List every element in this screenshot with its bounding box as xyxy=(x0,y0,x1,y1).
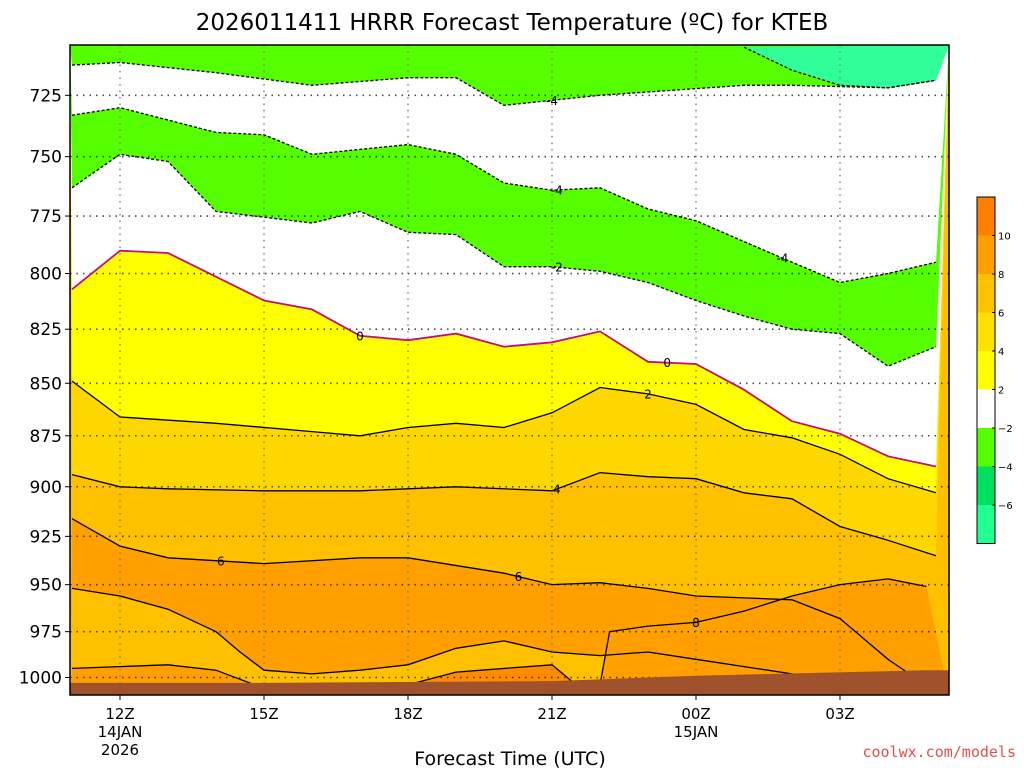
x-tick-sublabel: 14JAN xyxy=(98,723,143,741)
isotherm-line xyxy=(71,153,937,367)
isotherm-label: 8 xyxy=(692,616,700,630)
x-tick-sublabel: 2026 xyxy=(101,741,139,759)
y-tick-label: 825 xyxy=(30,320,62,340)
legend-label: 10 xyxy=(998,232,1011,243)
isotherm-line xyxy=(71,380,937,494)
legend-swatch xyxy=(977,505,995,544)
y-tick-label: 800 xyxy=(30,265,62,285)
isotherm-line xyxy=(71,249,937,468)
legend-swatch xyxy=(977,235,995,274)
isotherm-label: -2 xyxy=(551,261,563,275)
y-tick-label: 975 xyxy=(30,623,62,643)
legend-swatch xyxy=(977,197,995,236)
ground-fill xyxy=(70,670,949,695)
isotherm-label: 4 xyxy=(553,482,561,496)
x-tick-label: 21Z xyxy=(537,705,566,723)
isotherm-line xyxy=(71,61,937,106)
legend-label: 8 xyxy=(998,270,1004,281)
region-8-to-10-right xyxy=(600,578,949,695)
isotherm-label: -4 xyxy=(776,252,788,266)
x-tick-label: 18Z xyxy=(393,705,422,723)
isotherm-label: -4 xyxy=(546,94,558,108)
y-tick-label: 875 xyxy=(30,427,62,447)
legend-border xyxy=(976,196,996,544)
x-tick-sublabel: 15JAN xyxy=(674,723,719,741)
isotherm-label: 6 xyxy=(217,554,225,568)
chart-title: 2026011411 HRRR Forecast Temperature (ºC… xyxy=(196,10,829,36)
y-tick-label: 725 xyxy=(30,86,62,106)
y-tick-label: 900 xyxy=(30,478,62,498)
plot-frame xyxy=(69,44,950,696)
x-tick-label: 00Z xyxy=(681,705,710,723)
region-below-minus6 xyxy=(744,45,949,88)
y-tick-label: 775 xyxy=(30,207,62,227)
isotherm-labels: -4 -4 -2 0 0 2 4 6 6 8 -4 xyxy=(217,94,788,630)
legend-swatch xyxy=(977,466,995,505)
y-axis: 725 750 775 800 825 850 875 900 925 950 975 1000 xyxy=(19,86,70,689)
y-tick-label: 850 xyxy=(30,374,62,394)
isotherm-label: 6 xyxy=(515,570,523,584)
isotherm-line xyxy=(743,46,937,89)
temperature-fill-regions xyxy=(70,45,949,695)
legend-label: 2 xyxy=(998,386,1004,397)
x-axis-title: Forecast Time (UTC) xyxy=(414,748,605,768)
isotherm-lines xyxy=(71,46,937,693)
region-minus2-to-2-upper xyxy=(70,45,949,283)
x-tick-label: 03Z xyxy=(825,705,854,723)
legend-label: −6 xyxy=(998,501,1013,512)
legend-swatch xyxy=(977,428,995,467)
y-tick-label: 925 xyxy=(30,527,62,547)
legend-swatch xyxy=(977,389,995,428)
isotherm-line xyxy=(71,587,889,693)
isotherm-label: 0 xyxy=(356,329,364,343)
ground-layer xyxy=(70,670,949,695)
x-tick-label: 12Z xyxy=(105,705,134,723)
isotherm-label: -4 xyxy=(551,183,563,197)
legend-label: −2 xyxy=(998,424,1013,435)
region-above-10 xyxy=(408,664,576,685)
isotherm-label: 2 xyxy=(644,387,652,401)
isotherm-line xyxy=(71,471,937,557)
y-tick-label: 1000 xyxy=(19,669,62,689)
isotherm-line xyxy=(407,664,577,686)
grid-lines xyxy=(70,45,949,695)
legend-swatch xyxy=(977,312,995,351)
isotherm-line xyxy=(71,664,265,689)
legend-swatch xyxy=(977,351,995,390)
legend-label: 6 xyxy=(998,309,1004,320)
legend-label: 4 xyxy=(998,347,1004,358)
region-minus4-to-minus2-upper xyxy=(70,45,949,106)
isotherm-line xyxy=(71,107,937,284)
watermark-text: coolwx.com/models xyxy=(862,743,1016,761)
y-tick-label: 750 xyxy=(30,148,62,168)
isotherm-label: 0 xyxy=(663,356,671,370)
color-legend: 10 8 6 4 2 −2 −4 −6 xyxy=(976,196,1013,544)
isotherm-line xyxy=(71,518,937,693)
legend-swatch xyxy=(977,274,995,313)
x-tick-label: 15Z xyxy=(249,705,278,723)
y-tick-label: 950 xyxy=(30,576,62,596)
isotherm-line xyxy=(599,578,927,685)
legend-label: −4 xyxy=(998,463,1013,474)
